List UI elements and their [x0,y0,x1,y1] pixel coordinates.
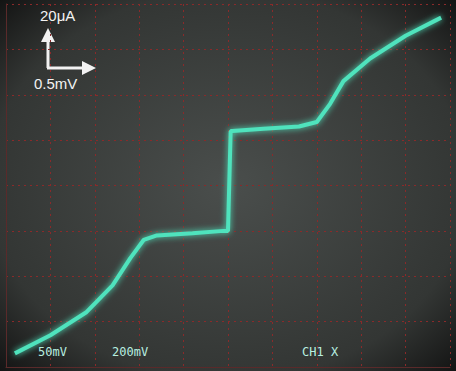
svg-text:CH1 X: CH1 X [302,345,339,359]
svg-text:200mV: 200mV [112,345,148,359]
svg-text:50mV: 50mV [38,345,67,359]
svg-text:0.5mV: 0.5mV [34,75,77,92]
svg-text:20μA: 20μA [40,7,75,24]
